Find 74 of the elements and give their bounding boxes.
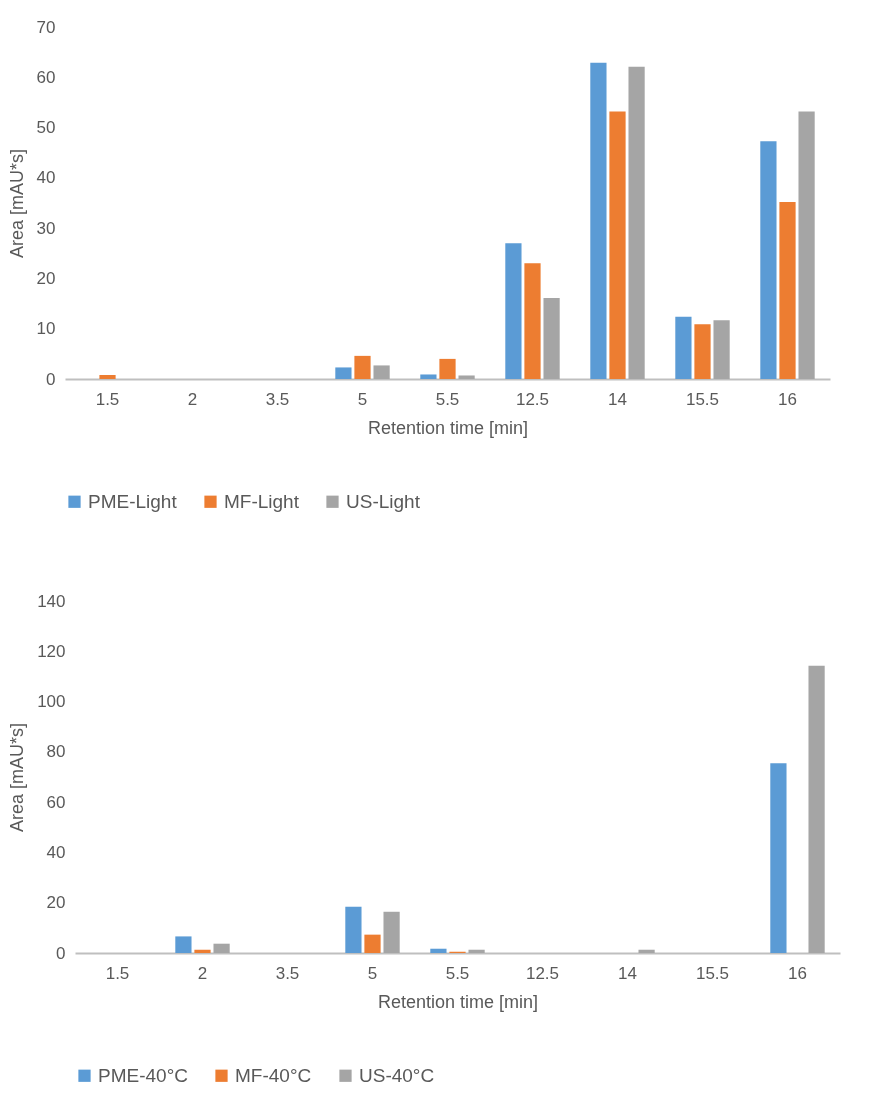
bar <box>808 665 825 953</box>
x-tick-label: 1.5 <box>105 963 130 983</box>
y-tick-label: 70 <box>36 17 56 37</box>
bar <box>458 375 475 379</box>
bar <box>175 936 192 953</box>
x-tick-label: 2 <box>187 389 198 409</box>
x-tick-label: 16 <box>788 963 807 983</box>
bar <box>213 943 230 953</box>
bar <box>99 374 116 379</box>
bar <box>798 111 815 379</box>
y-tick-label: 140 <box>37 591 66 611</box>
bar <box>335 367 352 379</box>
bar <box>420 374 437 379</box>
y-axis-title: Area [mAU*s] <box>6 148 27 259</box>
y-tick-label: 60 <box>36 67 56 87</box>
legend-label: MF-Light <box>224 490 300 512</box>
bar <box>760 141 777 379</box>
bar <box>505 243 522 379</box>
bar <box>543 298 560 379</box>
x-tick-label: 5.5 <box>445 963 470 983</box>
x-tick-label: 16 <box>778 389 797 409</box>
legend-label: US-40°C <box>359 1064 435 1086</box>
x-tick-label: 14 <box>618 963 637 983</box>
bar <box>609 111 626 379</box>
legend-label: PME-Light <box>88 490 178 512</box>
bar <box>770 763 787 953</box>
y-tick-label: 0 <box>46 369 56 389</box>
y-tick-label: 30 <box>36 218 56 238</box>
y-tick-label: 10 <box>36 319 56 339</box>
x-tick-label: 14 <box>608 389 627 409</box>
bar <box>439 358 456 379</box>
bar <box>590 62 607 379</box>
legend-label: US-Light <box>346 490 421 512</box>
bar <box>628 66 645 379</box>
y-tick-label: 20 <box>46 893 66 913</box>
x-axis-title: Retention time [min] <box>377 991 539 1012</box>
bar <box>383 911 400 953</box>
bar <box>468 949 485 953</box>
x-tick-label: 3.5 <box>265 389 290 409</box>
bar <box>345 906 362 953</box>
x-tick-label: 5 <box>367 963 378 983</box>
bar <box>194 949 211 953</box>
bar <box>779 201 796 379</box>
x-tick-label: 5 <box>357 389 368 409</box>
bar <box>694 324 711 379</box>
x-tick-label: 12.5 <box>515 389 550 409</box>
x-tick-label: 15.5 <box>685 389 720 409</box>
x-tick-label: 3.5 <box>275 963 300 983</box>
x-tick-label: 1.5 <box>95 389 120 409</box>
y-tick-label: 40 <box>36 168 56 188</box>
bar <box>638 949 655 953</box>
y-tick-label: 40 <box>46 842 66 862</box>
bar <box>364 934 381 953</box>
y-tick-label: 50 <box>36 118 56 138</box>
bar <box>430 948 447 953</box>
bar <box>524 263 541 379</box>
x-tick-label: 15.5 <box>695 963 730 983</box>
legend-label: PME-40°C <box>98 1064 188 1086</box>
bar <box>354 355 371 379</box>
bar <box>675 316 692 379</box>
y-tick-label: 120 <box>37 641 66 661</box>
x-axis-title: Retention time [min] <box>367 417 529 438</box>
y-tick-label: 0 <box>56 943 66 963</box>
x-tick-label: 2 <box>197 963 208 983</box>
bar <box>713 320 730 379</box>
bar <box>373 365 390 379</box>
y-tick-label: 60 <box>46 792 66 812</box>
legend-label: MF-40°C <box>235 1064 312 1086</box>
y-tick-label: 20 <box>36 268 56 288</box>
x-tick-label: 12.5 <box>525 963 560 983</box>
y-axis-title: Area [mAU*s] <box>7 722 28 833</box>
x-tick-label: 5.5 <box>435 389 460 409</box>
y-tick-label: 80 <box>46 742 66 762</box>
y-tick-label: 100 <box>37 692 66 712</box>
